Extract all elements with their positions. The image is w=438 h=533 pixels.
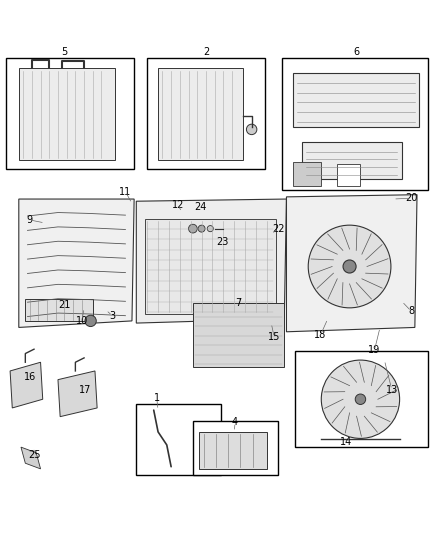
Text: 6: 6 <box>353 47 359 57</box>
Circle shape <box>188 224 197 233</box>
Bar <box>193 421 278 475</box>
Bar <box>145 219 276 314</box>
Text: 21: 21 <box>58 300 71 310</box>
Text: 8: 8 <box>408 306 414 316</box>
Circle shape <box>343 260 356 273</box>
Polygon shape <box>286 195 417 332</box>
Bar <box>336 164 360 186</box>
Circle shape <box>308 225 391 308</box>
Text: 3: 3 <box>110 311 116 321</box>
Circle shape <box>207 225 213 232</box>
Text: 13: 13 <box>385 385 398 394</box>
Text: 18: 18 <box>314 330 327 340</box>
Text: 4: 4 <box>232 417 238 427</box>
Text: 11: 11 <box>119 187 131 197</box>
Text: 7: 7 <box>236 297 242 308</box>
Text: 25: 25 <box>28 450 41 460</box>
Text: 22: 22 <box>272 224 285 233</box>
Text: 17: 17 <box>79 385 91 394</box>
Text: 1: 1 <box>154 393 160 403</box>
Text: 2: 2 <box>203 47 209 57</box>
Circle shape <box>247 124 257 135</box>
Text: 12: 12 <box>171 200 184 209</box>
Bar <box>302 142 402 180</box>
Circle shape <box>85 315 96 327</box>
Circle shape <box>355 394 366 405</box>
Polygon shape <box>58 371 97 417</box>
Circle shape <box>198 225 205 232</box>
Text: 16: 16 <box>24 372 36 382</box>
Bar <box>293 162 321 186</box>
Text: 14: 14 <box>340 437 352 447</box>
Bar <box>295 351 428 447</box>
Text: 5: 5 <box>61 47 67 57</box>
Bar <box>147 58 265 168</box>
Bar <box>25 299 93 321</box>
Text: 9: 9 <box>27 215 33 225</box>
Polygon shape <box>10 362 43 408</box>
Polygon shape <box>21 447 41 469</box>
Text: 23: 23 <box>216 237 228 247</box>
Circle shape <box>321 360 399 439</box>
Text: 24: 24 <box>194 202 206 212</box>
Polygon shape <box>19 199 134 327</box>
Bar <box>293 73 419 127</box>
Text: 15: 15 <box>268 333 280 342</box>
Bar <box>182 208 241 251</box>
Bar <box>193 303 284 367</box>
Bar <box>19 68 115 160</box>
Text: 19: 19 <box>368 345 381 356</box>
Bar <box>282 58 428 190</box>
Text: 20: 20 <box>405 193 417 203</box>
Bar <box>199 432 267 469</box>
Bar <box>136 403 221 475</box>
Bar <box>6 58 134 168</box>
Text: 10: 10 <box>76 316 88 326</box>
Polygon shape <box>136 199 286 323</box>
Bar <box>158 68 243 160</box>
